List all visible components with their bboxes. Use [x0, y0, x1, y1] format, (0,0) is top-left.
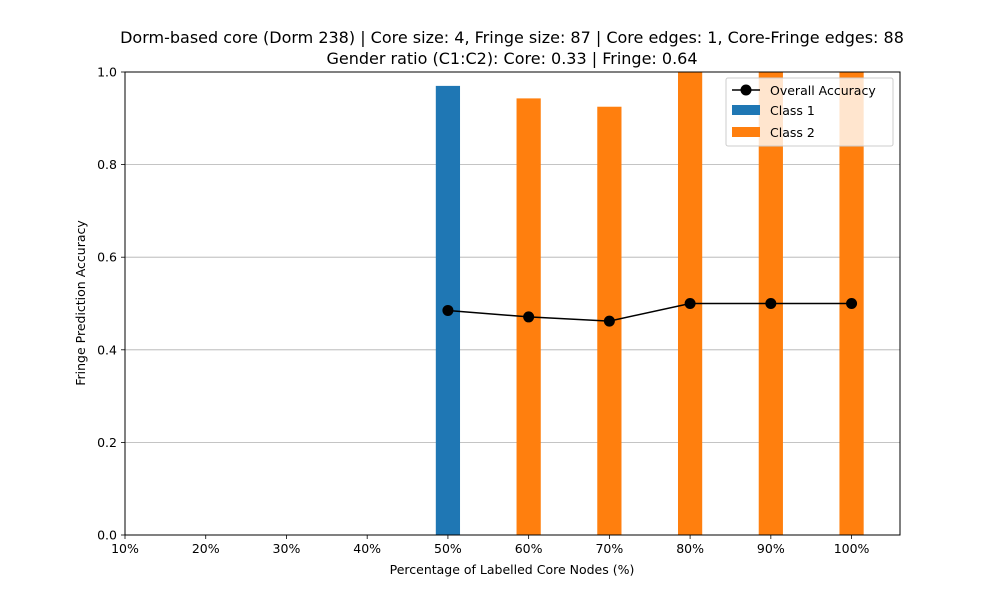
- overall-accuracy-point: [846, 298, 858, 309]
- legend: Overall Accuracy Class 1 Class 2: [725, 77, 894, 147]
- x-tick-label: 30%: [273, 541, 301, 556]
- legend-box: [725, 77, 894, 147]
- legend-swatch-class-2: [732, 127, 760, 137]
- x-tick-label: 60%: [515, 541, 543, 556]
- y-tick-label: 0.2: [97, 435, 117, 450]
- overall-accuracy-polyline: [447, 302, 852, 322]
- y-tick-label: 0.8: [97, 157, 117, 172]
- legend-marker-swatch: [740, 84, 752, 96]
- overall-accuracy-point: [523, 311, 535, 323]
- x-tick-label: 80%: [676, 541, 704, 556]
- chart-subtitle: Gender ratio (C1:C2): Core: 0.33 | Fring…: [326, 49, 697, 68]
- y-tick-label: 1.0: [97, 65, 117, 80]
- y-axis: 0.0 0.2 0.4 0.6 0.8 1.0: [97, 65, 125, 543]
- x-tick-label: 40%: [353, 541, 381, 556]
- legend-label-class-2: Class 2: [770, 125, 815, 140]
- y-tick-label: 0.0: [97, 528, 117, 543]
- x-tick-label: 70%: [595, 541, 623, 556]
- legend-label-overall: Overall Accuracy: [770, 83, 876, 98]
- overall-accuracy-point: [684, 298, 696, 309]
- overall-accuracy-point: [603, 315, 615, 327]
- legend-label-class-1: Class 1: [770, 103, 815, 118]
- overall-accuracy-point: [765, 298, 777, 309]
- x-tick-label: 50%: [434, 541, 462, 556]
- y-axis-label: Fringe Prediction Accuracy: [73, 220, 88, 386]
- x-tick-label: 100%: [834, 541, 870, 556]
- x-tick-label: 10%: [111, 541, 139, 556]
- y-tick-label: 0.4: [97, 342, 117, 357]
- legend-swatch-class-1: [732, 105, 760, 115]
- x-axis-label: Percentage of Labelled Core Nodes (%): [390, 562, 635, 577]
- x-tick-label: 90%: [757, 541, 785, 556]
- plot-frame: [124, 71, 901, 536]
- overall-accuracy-line: [442, 298, 858, 327]
- chart-title: Dorm-based core (Dorm 238) | Core size: …: [120, 28, 904, 47]
- y-tick-label: 0.6: [97, 250, 117, 265]
- x-axis: 10% 20% 30% 40% 50% 60% 70% 80% 90% 100%: [111, 535, 870, 556]
- x-tick-label: 20%: [192, 541, 220, 556]
- overall-accuracy-point: [442, 304, 454, 316]
